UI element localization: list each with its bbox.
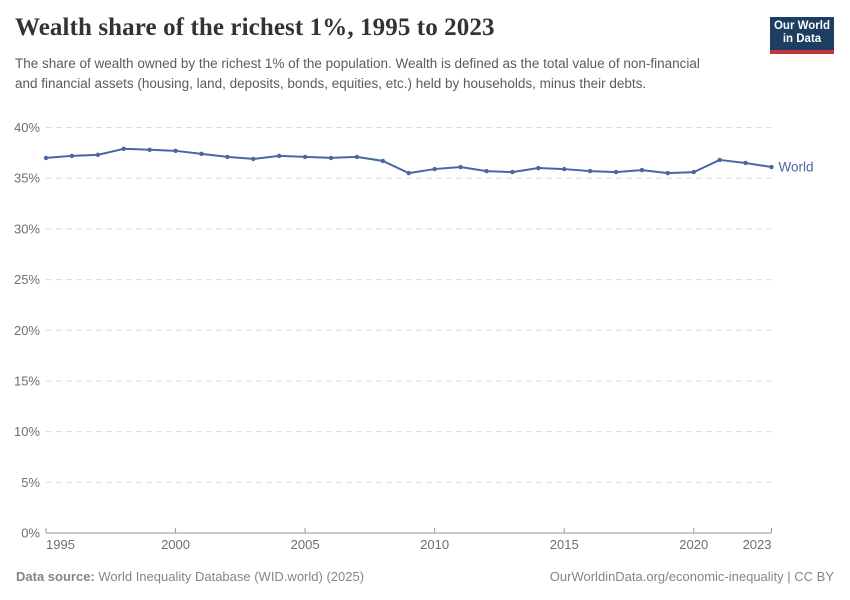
data-point: [639, 167, 645, 173]
owid-logo-line1: Our World: [773, 20, 830, 32]
data-point: [380, 158, 386, 164]
y-axis-label: 5%: [21, 475, 40, 490]
y-axis-label: 25%: [14, 272, 40, 287]
data-point: [691, 169, 696, 175]
x-axis-label: 2005: [291, 537, 320, 552]
data-point: [743, 160, 748, 166]
data-point: [665, 170, 671, 176]
y-axis-label: 15%: [14, 373, 40, 388]
x-axis-label: 2010: [420, 537, 449, 552]
owid-logo-line2: in Data: [782, 33, 822, 45]
data-point: [225, 154, 230, 160]
data-source-value: World Inequality Database (WID.world) (2…: [98, 569, 365, 584]
x-axis-label: 2023: [743, 537, 772, 552]
y-axis-label: 20%: [14, 323, 40, 338]
data-point: [769, 164, 774, 170]
data-point: [251, 156, 256, 162]
y-axis-label: 30%: [14, 221, 40, 236]
data-point: [510, 169, 515, 175]
data-point: [562, 166, 567, 172]
data-point: [354, 154, 360, 160]
data-point: [432, 166, 437, 172]
chart-footer: Data source: World Inequality Database (…: [16, 569, 834, 584]
data-point: [536, 165, 541, 171]
x-axis-label: 1995: [46, 537, 75, 552]
data-source: Data source: World Inequality Database (…: [16, 569, 364, 584]
data-point: [121, 146, 126, 151]
owid-logo-box: Our World in Data: [770, 17, 834, 50]
owid-logo[interactable]: Our World in Data: [770, 17, 834, 54]
y-axis-label: 0%: [21, 526, 40, 541]
data-point: [717, 157, 722, 163]
world-line: [45, 147, 773, 175]
data-point: [458, 164, 463, 170]
data-point: [587, 168, 593, 174]
data-point: [173, 148, 178, 154]
owid-logo-stripe: [770, 50, 834, 54]
y-axis-label: 35%: [14, 171, 40, 186]
footer-link[interactable]: OurWorldinData.org/economic-inequality |…: [549, 569, 834, 584]
x-axis-label: 2020: [679, 537, 708, 552]
y-axis-label: 10%: [14, 424, 40, 439]
data-point: [43, 155, 49, 161]
series-label-world: World: [779, 160, 814, 175]
data-point: [484, 168, 489, 174]
chart-subtitle: The share of wealth owned by the richest…: [15, 56, 700, 91]
page-title: Wealth share of the richest 1%, 1995 to …: [15, 14, 495, 41]
data-point: [69, 153, 75, 159]
x-axis-label: 2000: [161, 537, 190, 552]
data-point: [147, 147, 152, 153]
data-point: [613, 169, 619, 175]
data-point: [406, 170, 411, 176]
data-point: [302, 154, 308, 160]
data-point: [199, 151, 204, 157]
y-axis-label: 40%: [14, 120, 40, 135]
data-point: [328, 155, 334, 161]
x-axis-label: 2015: [550, 537, 579, 552]
data-point: [95, 152, 101, 158]
data-point: [276, 153, 282, 159]
data-source-label: Data source:: [16, 569, 95, 584]
